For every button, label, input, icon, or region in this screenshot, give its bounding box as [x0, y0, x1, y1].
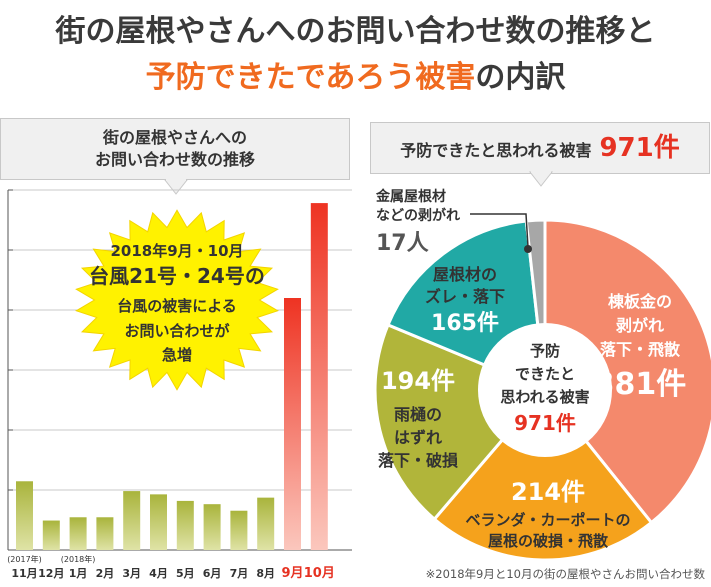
x-tick-label: 8月	[256, 567, 275, 580]
slice-label: 屋根の破損・飛散	[488, 532, 609, 550]
slice-value: 17人	[376, 231, 429, 256]
pie-center-hole	[478, 323, 612, 457]
bar	[230, 510, 248, 550]
slice-value: 194件	[381, 367, 455, 395]
bar	[123, 491, 141, 550]
slice-label: などの剥がれ	[376, 207, 460, 224]
right-header-value: 971件	[599, 133, 680, 163]
x-tick-label: 6月	[203, 567, 222, 580]
x-tick-label: 10月	[304, 566, 335, 581]
title-highlight: 予防できたであろう被害	[145, 60, 476, 95]
bar	[42, 520, 60, 550]
left-header-line1: 街の屋根やさんへの	[102, 128, 247, 147]
left-header-line2: お問い合わせ数の推移	[94, 150, 255, 169]
slice-label: 屋根材の	[433, 265, 497, 284]
callout-line1: 2018年9月・10月	[110, 242, 243, 260]
title-suffix: の内訳	[475, 60, 566, 95]
bar	[150, 494, 167, 550]
year-label: (2018年)	[61, 554, 96, 564]
bar	[310, 203, 328, 550]
right-header-pointer	[528, 171, 554, 187]
center-label: 予防	[530, 342, 560, 360]
bar-chart: 11月 (2017年) 12月 1月 (2018年)2月 3月 4月 5月 6月 7月 8月 9月 10…	[7, 189, 352, 581]
leader-dot	[524, 245, 532, 253]
callout-line3: 台風の被害による	[117, 297, 237, 315]
center-value: 971件	[514, 411, 576, 435]
year-label: (2017年)	[7, 554, 42, 564]
slice-label: 金属屋根材	[375, 188, 446, 205]
main-title-line2: 予防できたであろう被害の内訳	[0, 52, 711, 96]
slice-value: 214件	[511, 478, 585, 506]
right-header-label: 予防できたと思われる被害	[400, 141, 592, 160]
x-tick-label: 12月	[38, 567, 64, 580]
x-tick-label: 11月	[11, 567, 37, 580]
footnote: ※2018年9月と10月の街の屋根やさんお問い合わせ数	[425, 567, 705, 581]
pie-slice	[432, 387, 654, 562]
leader-line	[470, 213, 529, 248]
x-tick-label: 2月	[96, 567, 115, 580]
slice-value: 165件	[431, 311, 499, 336]
left-header-pointer	[163, 179, 189, 195]
x-tick-label: 1月	[69, 567, 88, 580]
bar	[16, 481, 33, 550]
callout-line5: 急増	[162, 346, 192, 364]
callout-line4: お問い合わせが	[124, 322, 230, 340]
bar	[203, 504, 221, 550]
slice-label: 棟板金の	[608, 292, 672, 311]
bar	[176, 500, 194, 550]
right-chart-header: 予防できたと思われる被害 971件	[370, 122, 710, 174]
slice-label: 落下・破損	[378, 451, 459, 470]
slice-label: ベランダ・カーポートの	[465, 511, 630, 529]
slice-label: 落下・飛散	[600, 340, 681, 359]
slice-value: 381件	[594, 367, 687, 402]
bar	[96, 517, 114, 550]
x-tick-label: 3月	[122, 567, 141, 580]
center-label: 思われる被害	[500, 388, 589, 406]
slice-label: 雨樋の	[394, 405, 442, 424]
callout-line2: 台風21号・24号の	[89, 264, 265, 288]
pie-slice	[543, 218, 711, 525]
slice-label: はずれ	[394, 428, 442, 447]
starburst-callout	[75, 209, 279, 391]
x-tick-label: 9月	[281, 566, 303, 581]
slice-label: 剥がれ	[616, 316, 664, 335]
bar	[284, 298, 301, 550]
x-tick-label: 5月	[176, 567, 195, 580]
bar	[69, 517, 87, 550]
slice-label: ズレ・落下	[425, 287, 505, 306]
bar	[257, 497, 275, 550]
main-title-line1: 街の屋根やさんへのお問い合わせ数の推移と	[55, 14, 656, 49]
center-label: できたと	[515, 365, 575, 383]
x-tick-label: 4月	[149, 567, 168, 580]
x-tick-label: 7月	[230, 567, 249, 580]
